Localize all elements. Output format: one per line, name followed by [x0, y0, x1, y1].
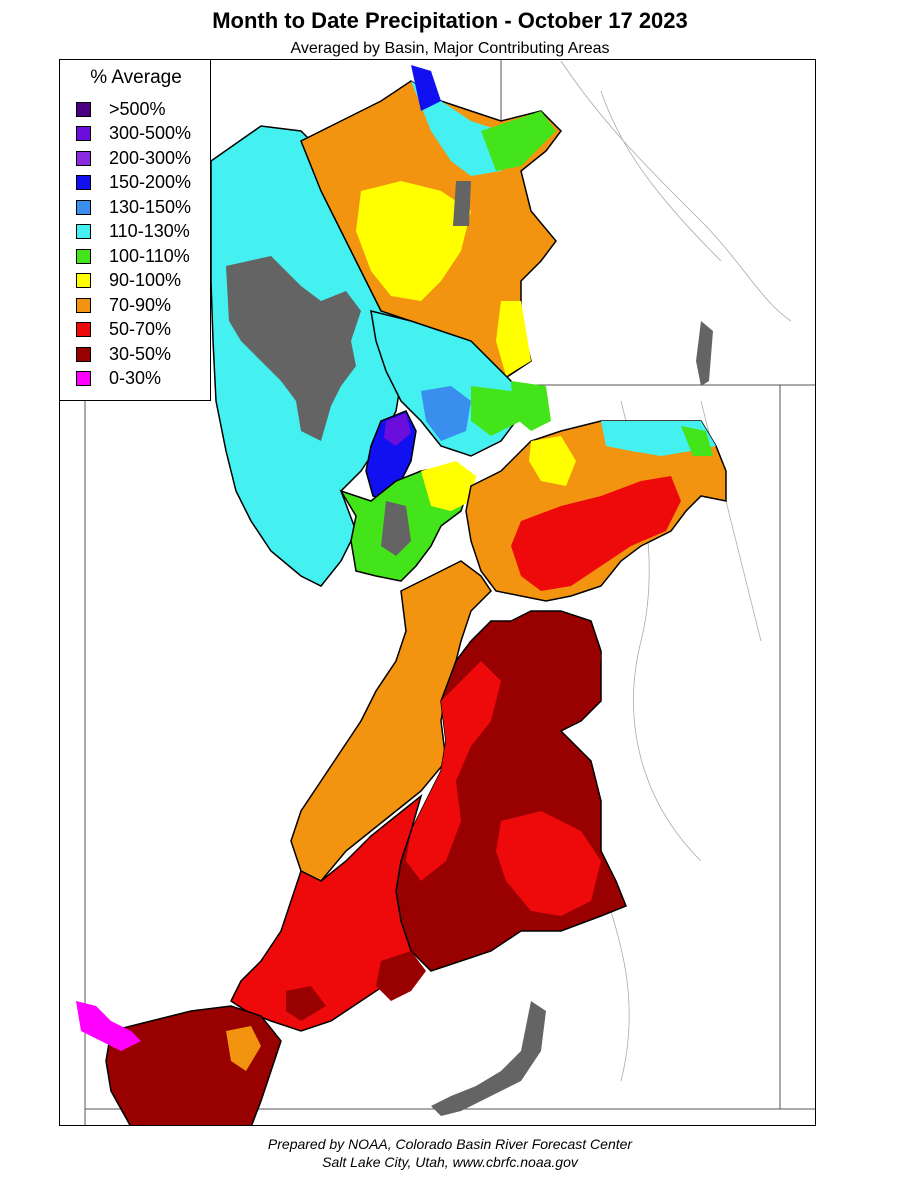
legend-label: 300-500% — [109, 123, 192, 143]
legend-swatch — [76, 322, 91, 337]
legend-label: 130-150% — [109, 196, 192, 217]
legend-item: 50-70% — [76, 319, 172, 340]
basin-central-cyan — [370, 309, 551, 457]
legend-swatch — [76, 101, 91, 117]
legend-label: 200-300% — [109, 147, 192, 168]
legend-swatch — [76, 371, 91, 386]
legend-label: 0-30% — [109, 368, 162, 388]
legend-swatch — [76, 273, 91, 288]
legend-label: >500% — [109, 98, 166, 119]
legend-item: 200-300% — [76, 148, 191, 168]
legend-swatch — [76, 150, 91, 166]
legend-swatch — [76, 199, 91, 215]
legend-label: 30-50% — [109, 343, 172, 364]
legend-swatch — [76, 248, 91, 264]
basin-upper-green — [300, 65, 562, 382]
legend: % Average >500% 300-500% 200-300% 150-200% 1… — [59, 59, 211, 401]
legend-item: 70-90% — [76, 295, 171, 315]
legend-label: 70-90% — [109, 294, 172, 315]
legend-item: 110-130% — [76, 221, 190, 242]
precipitation-map — [59, 59, 816, 1126]
legend-item: 130-150% — [76, 197, 191, 217]
legend-item: 90-100% — [76, 270, 182, 291]
map-title: Month to Date Precipitation - October 17… — [212, 8, 688, 33]
legend-title: % Average — [90, 67, 182, 88]
map-subtitle: Averaged by Basin, Major Contributing Ar… — [290, 40, 610, 57]
legend-swatch — [76, 297, 91, 313]
footer-credit: Prepared by NOAA, Colorado Basin River F… — [267, 1136, 633, 1152]
basin-uinta-east — [465, 420, 727, 602]
legend-item: 100-110% — [76, 246, 190, 266]
legend-label: 90-100% — [109, 270, 182, 290]
legend-label: 110-130% — [109, 221, 190, 241]
legend-swatch — [76, 346, 91, 362]
legend-swatch — [76, 126, 91, 141]
legend-item: >500% — [76, 99, 166, 119]
basin-middle-orange — [290, 560, 492, 882]
legend-label: 50-70% — [109, 319, 172, 339]
footer-location: Salt Lake City, Utah, www.cbrfc.noaa.gov — [322, 1154, 578, 1170]
legend-label: 100-110% — [109, 245, 190, 266]
legend-item: 30-50% — [76, 344, 171, 364]
basin-green-valley — [339, 461, 476, 582]
reservoirs — [431, 321, 713, 1116]
legend-item: 0-30% — [76, 368, 162, 389]
basin-high-precip — [365, 410, 417, 502]
basin-southeast-dark — [395, 610, 627, 972]
legend-swatch — [76, 224, 91, 239]
legend-swatch — [76, 175, 91, 190]
legend-item: 150-200% — [76, 172, 192, 193]
legend-item: 300-500% — [76, 123, 192, 144]
legend-label: 150-200% — [109, 172, 192, 192]
basin-southwest — [76, 793, 426, 1125]
